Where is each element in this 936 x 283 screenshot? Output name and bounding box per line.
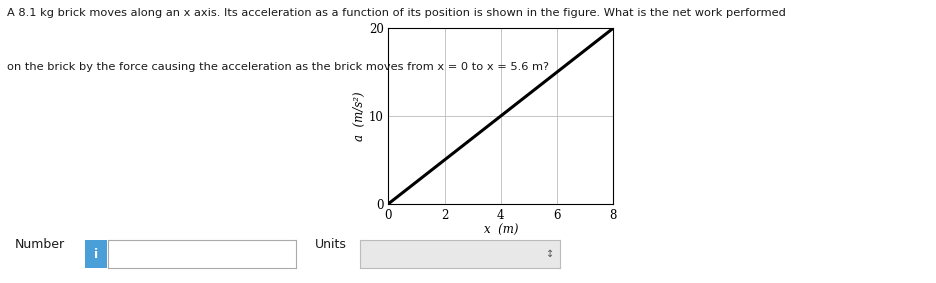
Text: i: i [94, 248, 98, 260]
Y-axis label: a  (m/s²): a (m/s²) [353, 91, 366, 141]
Text: Number: Number [15, 238, 66, 251]
Text: ↕: ↕ [546, 249, 554, 259]
Text: A 8.1 kg brick moves along an x axis. Its acceleration as a function of its posi: A 8.1 kg brick moves along an x axis. It… [7, 8, 786, 18]
Text: on the brick by the force causing the acceleration as the brick moves from x = 0: on the brick by the force causing the ac… [7, 62, 549, 72]
Text: Units: Units [315, 238, 347, 251]
X-axis label: x  (m): x (m) [484, 224, 518, 237]
